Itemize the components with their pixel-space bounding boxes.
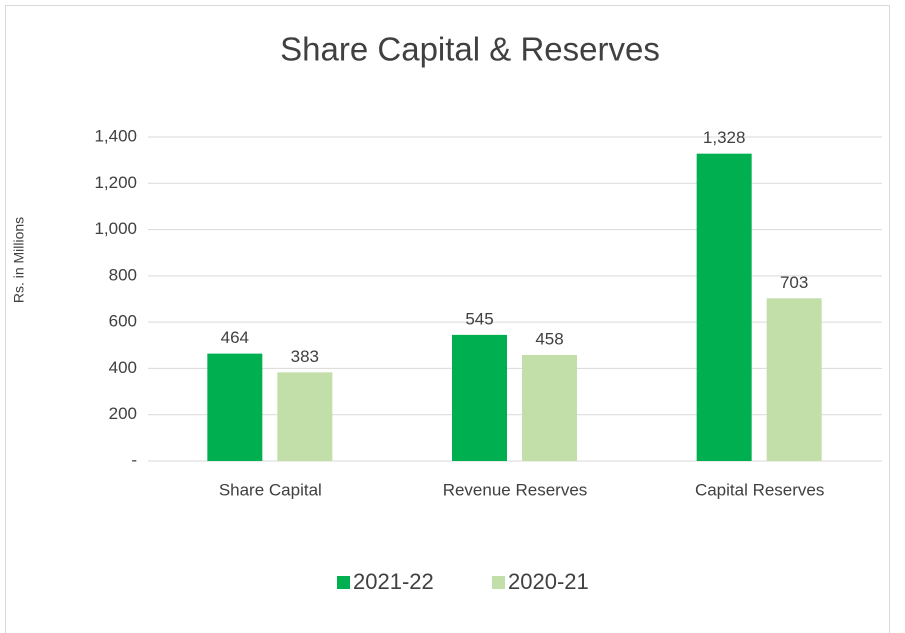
data-label: 703 <box>780 273 808 292</box>
y-axis-label: Rs. in Millions <box>11 217 27 303</box>
chart-title: Share Capital & Reserves <box>280 31 660 68</box>
y-tick-label: - <box>131 450 137 469</box>
y-tick-label: 400 <box>109 358 137 377</box>
x-tick-label: Revenue Reserves <box>443 480 588 499</box>
bar <box>766 298 822 461</box>
bar <box>522 355 577 461</box>
y-tick-label: 1,400 <box>94 126 137 145</box>
data-label: 464 <box>221 328 249 347</box>
bar <box>277 372 333 461</box>
legend-label: 2021-22 <box>353 569 434 594</box>
data-label: 383 <box>291 347 319 366</box>
bar <box>207 353 263 461</box>
data-label: 545 <box>465 309 493 328</box>
y-tick-label: 1,200 <box>94 173 137 192</box>
y-tick-label: 200 <box>109 404 137 423</box>
x-tick-label: Capital Reserves <box>695 480 824 499</box>
data-label: 458 <box>535 329 563 348</box>
x-tick-label: Share Capital <box>219 480 322 499</box>
data-label: 1,328 <box>703 128 746 147</box>
legend-swatch <box>337 576 350 589</box>
bar <box>452 334 507 461</box>
y-tick-label: 1,000 <box>94 219 137 238</box>
chart-frame <box>5 5 890 633</box>
y-tick-label: 600 <box>109 312 137 331</box>
bar <box>696 153 752 462</box>
legend-label: 2020-21 <box>508 569 589 594</box>
legend-swatch <box>492 576 505 589</box>
y-tick-label: 800 <box>109 265 137 284</box>
